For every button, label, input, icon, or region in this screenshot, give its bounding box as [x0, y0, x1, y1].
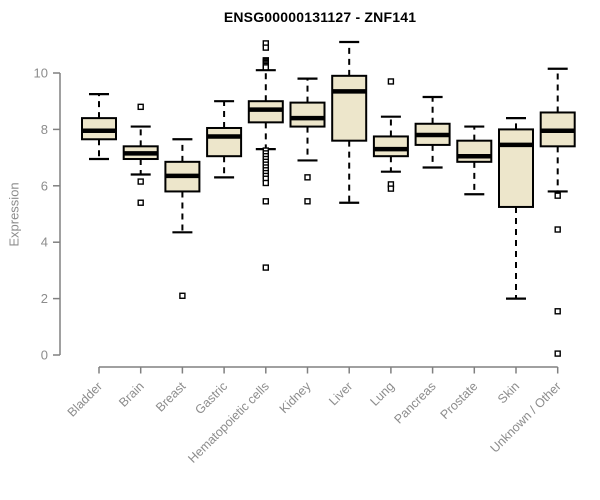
x-category-label-kidney: Kidney [277, 379, 314, 416]
outlier-point [554, 308, 561, 315]
outlier-point [304, 198, 311, 205]
outlier-point [554, 226, 561, 233]
x-category-label-lung: Lung [367, 379, 397, 409]
y-tick-label: 2 [41, 291, 48, 306]
outlier-point [262, 198, 269, 205]
y-tick-label: 0 [41, 348, 48, 363]
outlier-point [137, 199, 144, 206]
outlier-point [262, 44, 269, 51]
box-skin [498, 117, 534, 300]
outlier-point [387, 78, 395, 85]
iqr-box [372, 135, 409, 158]
outlier-point [554, 192, 561, 199]
iqr-box [331, 74, 368, 142]
x-category-label-brain: Brain [116, 379, 147, 410]
chart-title: ENSG00000131127 - ZNF141 [223, 9, 417, 25]
x-category-label-hematopoietic-cells: Hematopoietic cells [185, 379, 272, 466]
iqr-box [456, 139, 493, 163]
box-brain [122, 103, 159, 206]
box-bladder [81, 93, 117, 161]
outlier-point [262, 64, 269, 71]
y-tick-label: 10 [34, 66, 48, 81]
outlier-point [137, 103, 144, 111]
x-category-label-gastric: Gastric [192, 379, 230, 417]
box-pancreas [414, 95, 451, 169]
outlier-point [179, 292, 186, 299]
y-tick-label: 8 [41, 122, 48, 137]
box-hematopoietic-cells [247, 40, 284, 271]
box-prostate [456, 125, 493, 196]
iqr-box [206, 126, 243, 158]
box-gastric [206, 100, 243, 179]
box-kidney [289, 77, 326, 205]
x-category-label-prostate: Prostate [438, 379, 481, 422]
outlier-point [262, 179, 269, 187]
box-breast [164, 138, 201, 299]
outlier-point [387, 185, 395, 192]
x-category-label-pancreas: Pancreas [391, 379, 438, 426]
iqr-box [498, 128, 534, 208]
outlier-point [554, 350, 561, 357]
x-category-label-breast: Breast [153, 379, 189, 415]
x-category-label-skin: Skin [495, 379, 522, 406]
x-category-label-liver: Liver [326, 379, 355, 408]
box-unknown-other [539, 67, 576, 357]
outlier-point [262, 264, 269, 271]
outlier-point [137, 178, 144, 185]
outlier-point [304, 174, 311, 181]
x-category-label-bladder: Bladder [65, 379, 105, 419]
y-tick-label: 6 [41, 178, 48, 193]
y-tick-label: 4 [41, 235, 48, 250]
box-liver [331, 40, 368, 204]
iqr-box [289, 101, 326, 128]
box-lung [372, 78, 409, 192]
x-category-label-unknown-other: Unknown / Other [488, 379, 564, 455]
